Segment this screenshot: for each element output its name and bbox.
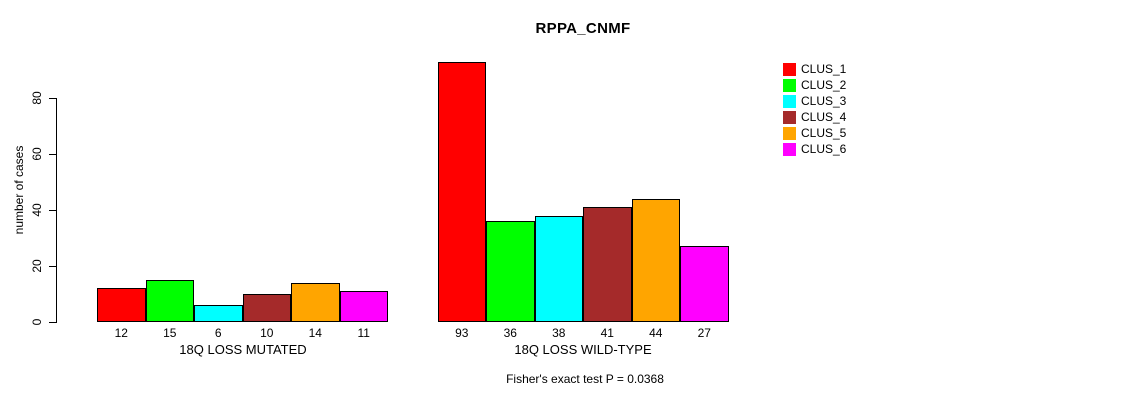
legend-item-clus_3: CLUS_3 (783, 93, 846, 109)
bar-clus_4-group1 (242, 294, 291, 322)
y-tick-label: 40 (30, 203, 44, 217)
bar-clus_5-group1 (291, 282, 340, 322)
bar-clus_6-group2 (680, 246, 729, 322)
bar-clus_1-group1 (97, 288, 146, 322)
y-tick-mark (49, 266, 56, 267)
x-group-label-wild-type: 18Q LOSS WILD-TYPE (514, 342, 652, 357)
fisher-test-annotation: Fisher's exact test P = 0.0368 (506, 372, 664, 386)
legend-swatch-icon (783, 142, 796, 156)
legend-swatch-icon (783, 126, 796, 140)
bar-clus_1-group2 (437, 61, 486, 322)
bar-value-label: 6 (214, 326, 222, 340)
y-axis-label: number of cases (12, 145, 26, 235)
y-tick-label: 20 (30, 259, 44, 273)
legend-item-clus_5: CLUS_5 (783, 125, 846, 141)
bar-value-label: 44 (649, 326, 663, 340)
y-tick-mark (49, 210, 56, 211)
legend-item-clus_1: CLUS_1 (783, 61, 846, 77)
bar-value-label: 14 (308, 326, 322, 340)
legend-item-clus_2: CLUS_2 (783, 77, 846, 93)
bar-clus_5-group2 (631, 198, 680, 322)
bar-value-label: 12 (114, 326, 128, 340)
legend-label: CLUS_4 (801, 110, 847, 124)
legend-swatch-icon (783, 110, 796, 124)
bar-value-label: 11 (357, 326, 370, 340)
bar-value-label: 93 (455, 326, 469, 340)
legend: CLUS_1 CLUS_2 CLUS_3 CLUS_4 CLUS_5 CLUS_6 (783, 61, 846, 157)
x-group-label-mutated: 18Q LOSS MUTATED (179, 342, 307, 357)
bar-value-label: 27 (697, 326, 711, 340)
legend-swatch-icon (783, 78, 796, 92)
bar-clus_2-group1 (145, 280, 194, 322)
bar-value-label: 36 (503, 326, 517, 340)
y-tick-label: 60 (30, 147, 44, 161)
bar-clus_3-group2 (534, 215, 583, 322)
bar-value-label: 10 (260, 326, 274, 340)
y-tick-label: 0 (30, 318, 44, 326)
legend-label: CLUS_5 (801, 126, 847, 140)
legend-label: CLUS_2 (801, 78, 847, 92)
bar-clus_4-group2 (583, 207, 632, 322)
y-tick-mark (49, 98, 56, 99)
bar-clus_6-group1 (339, 291, 388, 322)
y-tick-mark (49, 154, 56, 155)
y-axis-line (56, 98, 57, 323)
legend-label: CLUS_1 (801, 62, 847, 76)
bar-clus_3-group1 (194, 305, 243, 322)
y-tick-mark (49, 322, 56, 323)
y-tick-label: 80 (30, 91, 44, 105)
bar-clus_2-group2 (486, 221, 535, 322)
bar-value-label: 41 (600, 326, 614, 340)
legend-swatch-icon (783, 94, 796, 108)
legend-swatch-icon (783, 62, 796, 76)
legend-item-clus_4: CLUS_4 (783, 109, 846, 125)
legend-label: CLUS_3 (801, 94, 847, 108)
legend-item-clus_6: CLUS_6 (783, 141, 846, 157)
chart-title: RPPA_CNMF (535, 20, 631, 37)
bar-value-label: 38 (552, 326, 566, 340)
legend-label: CLUS_6 (801, 142, 847, 156)
bar-value-label: 15 (163, 326, 177, 340)
